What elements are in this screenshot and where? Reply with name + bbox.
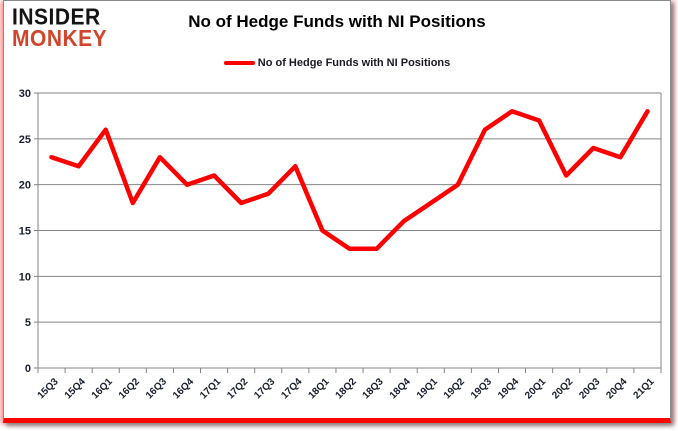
- svg-text:15Q3: 15Q3: [36, 376, 61, 401]
- svg-text:18Q2: 18Q2: [334, 376, 359, 401]
- svg-text:20Q1: 20Q1: [523, 376, 548, 401]
- svg-text:17Q1: 17Q1: [198, 376, 223, 401]
- line-chart: 0 5 10 15 20 25 30 15Q3 15Q4 16Q1 16Q2 16Q3 16Q4 17Q1…: [19, 88, 662, 401]
- svg-text:21Q1: 21Q1: [631, 376, 656, 401]
- svg-text:25: 25: [19, 134, 31, 146]
- svg-text:19Q4: 19Q4: [496, 376, 521, 401]
- logo-line1: INSIDER: [12, 4, 101, 30]
- svg-text:17Q2: 17Q2: [225, 376, 250, 401]
- svg-text:30: 30: [19, 88, 31, 100]
- svg-text:5: 5: [25, 317, 31, 329]
- insider-monkey-logo: INSIDER MONKEY: [12, 4, 108, 51]
- svg-text:17Q4: 17Q4: [279, 376, 304, 401]
- svg-text:20: 20: [19, 180, 31, 192]
- chart-title: No of Hedge Funds with NI Positions: [188, 12, 486, 31]
- svg-text:10: 10: [19, 271, 31, 283]
- svg-text:19Q1: 19Q1: [415, 376, 440, 401]
- svg-text:16Q4: 16Q4: [171, 376, 196, 401]
- svg-text:20Q3: 20Q3: [577, 376, 602, 401]
- logo-line2: MONKEY: [12, 26, 108, 51]
- svg-text:20Q2: 20Q2: [550, 376, 575, 401]
- svg-text:18Q3: 18Q3: [361, 376, 386, 401]
- svg-text:17Q3: 17Q3: [252, 376, 277, 401]
- svg-text:16Q1: 16Q1: [90, 376, 115, 401]
- svg-text:18Q4: 18Q4: [388, 376, 413, 401]
- legend: No of Hedge Funds with NI Positions: [4, 57, 670, 69]
- svg-text:16Q2: 16Q2: [117, 376, 142, 401]
- svg-text:19Q3: 19Q3: [469, 376, 494, 401]
- svg-text:18Q1: 18Q1: [306, 376, 331, 401]
- svg-text:19Q2: 19Q2: [442, 376, 467, 401]
- svg-text:0: 0: [25, 363, 31, 375]
- svg-text:16Q3: 16Q3: [144, 376, 169, 401]
- legend-line-marker-icon: [223, 61, 255, 65]
- chart-frame: INSIDER MONKEY No of Hedge Funds with NI…: [3, 0, 671, 423]
- legend-label: No of Hedge Funds with NI Positions: [257, 57, 451, 69]
- svg-text:15: 15: [19, 226, 31, 238]
- svg-text:15Q4: 15Q4: [63, 376, 88, 401]
- svg-text:20Q4: 20Q4: [604, 376, 629, 401]
